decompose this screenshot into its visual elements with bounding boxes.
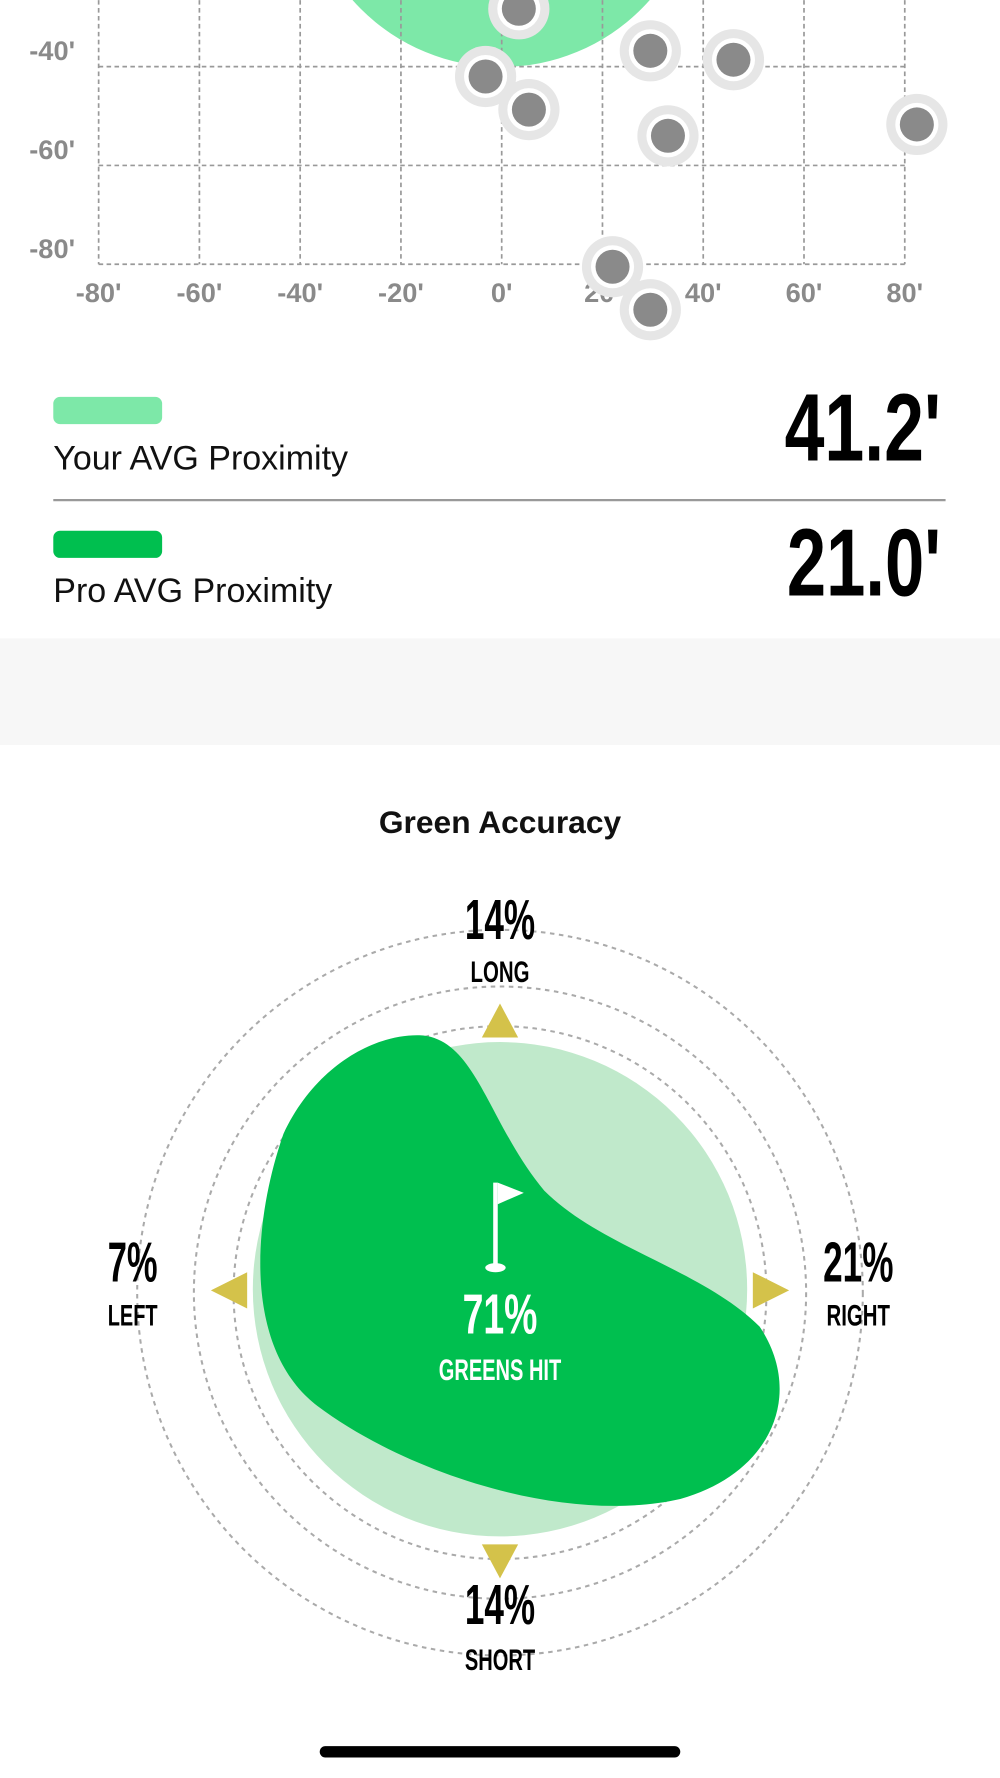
- point: [899, 107, 934, 142]
- x-tick-label: 0': [491, 277, 513, 308]
- point: [511, 92, 546, 127]
- x-tick-label: 80': [886, 277, 923, 308]
- right-label: RIGHT: [827, 1299, 890, 1332]
- x-tick-label: 60': [786, 277, 823, 308]
- point: [633, 33, 668, 68]
- arrow-up: [481, 1003, 519, 1038]
- y-tick-label: -40': [29, 35, 75, 66]
- point: [650, 118, 685, 153]
- home-indicator: [319, 1746, 681, 1758]
- ring: [192, 985, 808, 1600]
- flag-icon: [485, 1182, 524, 1273]
- long-value: 14%: [465, 889, 535, 952]
- arrow-down: [481, 1544, 519, 1579]
- legend-value: 41.2': [785, 376, 941, 482]
- left-value: 7%: [108, 1232, 158, 1295]
- x-tick-label: -60': [177, 277, 223, 308]
- point: [501, 0, 536, 26]
- center-label: GREENS HIT: [439, 1354, 561, 1387]
- ring: [136, 928, 864, 1657]
- legend-value: 21.0': [787, 511, 941, 617]
- legend-swatch: [53, 530, 163, 558]
- section-gap: [0, 638, 1000, 746]
- scatter-chart: -40'-60'-80'-80'-60'-40'-20'0'20'40'60'8…: [29, 0, 948, 341]
- y-tick-label: -80': [29, 233, 75, 264]
- point: [633, 292, 668, 327]
- legend-swatch: [53, 396, 163, 425]
- point: [716, 42, 751, 77]
- section-title: Green Accuracy: [379, 804, 622, 840]
- arrow-right: [752, 1272, 790, 1309]
- legend-label: Pro AVG Proximity: [53, 572, 332, 610]
- x-tick-label: -80': [76, 277, 122, 308]
- y-tick-label: -60': [29, 134, 75, 165]
- x-tick-label: -40': [277, 277, 323, 308]
- legend-label: Your AVG Proximity: [53, 439, 348, 477]
- shot-area: [260, 1035, 780, 1506]
- center-value: 71%: [463, 1284, 538, 1347]
- left-label: LEFT: [108, 1299, 158, 1332]
- arrow-left: [210, 1272, 248, 1309]
- short-label: SHORT: [465, 1644, 535, 1677]
- point: [595, 249, 630, 284]
- x-tick-label: 40': [685, 277, 722, 308]
- long-label: LONG: [471, 956, 530, 989]
- x-tick-label: -20': [378, 277, 424, 308]
- right-value: 21%: [823, 1232, 893, 1295]
- point: [468, 59, 503, 94]
- short-value: 14%: [465, 1574, 535, 1637]
